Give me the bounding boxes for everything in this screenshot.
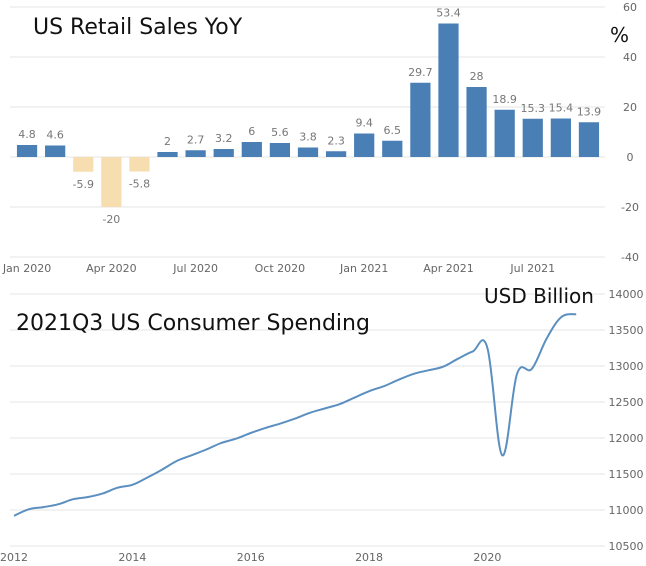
retail-sales-bars xyxy=(16,23,600,207)
data-label: 3.2 xyxy=(215,132,233,145)
y-tick-label: 10500 xyxy=(609,540,644,553)
bar xyxy=(494,109,515,157)
x-tick-label: 2014 xyxy=(118,551,146,564)
data-label: 6 xyxy=(248,125,255,138)
bar xyxy=(438,23,459,157)
x-tick-label: Jan 2020 xyxy=(2,262,51,275)
x-tick-label: Jul 2021 xyxy=(509,262,555,275)
y-tick-label: -40 xyxy=(621,251,639,264)
bar xyxy=(550,118,571,157)
bar xyxy=(466,87,487,157)
data-label: 18.9 xyxy=(492,93,517,106)
y-tick-label: 11500 xyxy=(609,468,644,481)
retail-sales-data-labels: 4.8 4.6 -5.9 -20 -5.8 2 2.7 3.2 6 5.6 3.8 2.3 9.4 6.5… xyxy=(18,7,601,227)
y-tick-label: 13000 xyxy=(609,360,644,373)
data-label: 2.3 xyxy=(327,134,345,147)
data-label: 53.4 xyxy=(436,7,461,20)
y-tick-label: 14000 xyxy=(609,288,644,301)
bar xyxy=(297,147,319,157)
y-tick-label: 11000 xyxy=(609,504,644,517)
bar xyxy=(45,145,66,157)
consumer-spending-series-line xyxy=(13,313,577,517)
bar xyxy=(269,143,291,157)
y-tick-label: -20 xyxy=(621,201,639,214)
consumer-spending-x-ticks: 2012 2014 2016 2018 2020 xyxy=(0,551,501,564)
data-label: 13.9 xyxy=(577,105,602,118)
consumer-spending-title: 2021Q3 US Consumer Spending xyxy=(16,311,370,336)
bar xyxy=(522,118,543,157)
data-label: -5.9 xyxy=(73,178,94,191)
y-tick-label: 40 xyxy=(623,51,637,64)
retail-sales-x-ticks: Jan 2020 Apr 2020 Jul 2020 Oct 2020 Jan 2021… xyxy=(2,262,555,275)
x-tick-label: Apr 2020 xyxy=(86,262,137,275)
y-tick-label: 13500 xyxy=(609,324,644,337)
y-tick-label: 60 xyxy=(623,1,637,14)
y-tick-label: 12000 xyxy=(609,432,644,445)
data-label: -5.8 xyxy=(129,178,150,191)
data-label: 3.8 xyxy=(299,131,317,144)
bar xyxy=(16,145,38,157)
bar xyxy=(241,142,262,157)
y-tick-label: 12500 xyxy=(609,396,644,409)
bar xyxy=(382,140,403,157)
bar xyxy=(157,152,178,157)
bar xyxy=(213,149,234,157)
data-label: 5.6 xyxy=(271,126,289,139)
x-tick-label: Jul 2020 xyxy=(172,262,218,275)
x-tick-label: Oct 2020 xyxy=(255,262,306,275)
x-tick-label: Jan 2021 xyxy=(339,262,388,275)
x-tick-label: Apr 2021 xyxy=(423,262,474,275)
data-label: 15.4 xyxy=(549,102,574,115)
data-label: 2.7 xyxy=(187,133,205,146)
data-label: 4.6 xyxy=(46,129,64,142)
retail-sales-unit-label: % xyxy=(610,23,629,47)
bar xyxy=(325,151,347,157)
x-tick-label: 2016 xyxy=(237,551,265,564)
data-label: 4.8 xyxy=(18,128,36,141)
data-label: 28 xyxy=(470,70,484,83)
x-tick-label: 2020 xyxy=(473,551,501,564)
x-tick-label: 2018 xyxy=(355,551,383,564)
data-label: 15.3 xyxy=(521,102,546,115)
bar xyxy=(354,133,375,157)
bar xyxy=(101,157,122,207)
data-label: 2 xyxy=(164,135,171,148)
y-tick-label: 0 xyxy=(627,151,634,164)
bar xyxy=(129,157,150,172)
consumer-spending-chart: 14000 13500 13000 12500 12000 11500 11000 10500… xyxy=(0,284,644,564)
consumer-spending-unit-label: USD Billion xyxy=(484,284,594,308)
y-tick-label: 20 xyxy=(623,101,637,114)
consumer-spending-y-ticks: 14000 13500 13000 12500 12000 11500 11000 10500 xyxy=(609,288,644,553)
data-label: -20 xyxy=(102,213,120,226)
retail-sales-title: US Retail Sales YoY xyxy=(33,15,243,40)
bar xyxy=(185,150,206,157)
consumer-spending-gridlines xyxy=(10,293,605,547)
bar xyxy=(410,82,431,157)
bar xyxy=(578,122,600,157)
data-label: 29.7 xyxy=(408,66,433,79)
data-label: 9.4 xyxy=(355,117,373,130)
data-label: 6.5 xyxy=(384,124,402,137)
retail-sales-chart: 4.8 4.6 -5.9 -20 -5.8 2 2.7 3.2 6 5.6 3.8 2.3 9.4 6.5… xyxy=(2,1,639,275)
bar xyxy=(73,157,94,172)
x-tick-label: 2012 xyxy=(0,551,28,564)
retail-sales-y-ticks: 60 40 20 0 -20 -40 xyxy=(621,1,639,264)
